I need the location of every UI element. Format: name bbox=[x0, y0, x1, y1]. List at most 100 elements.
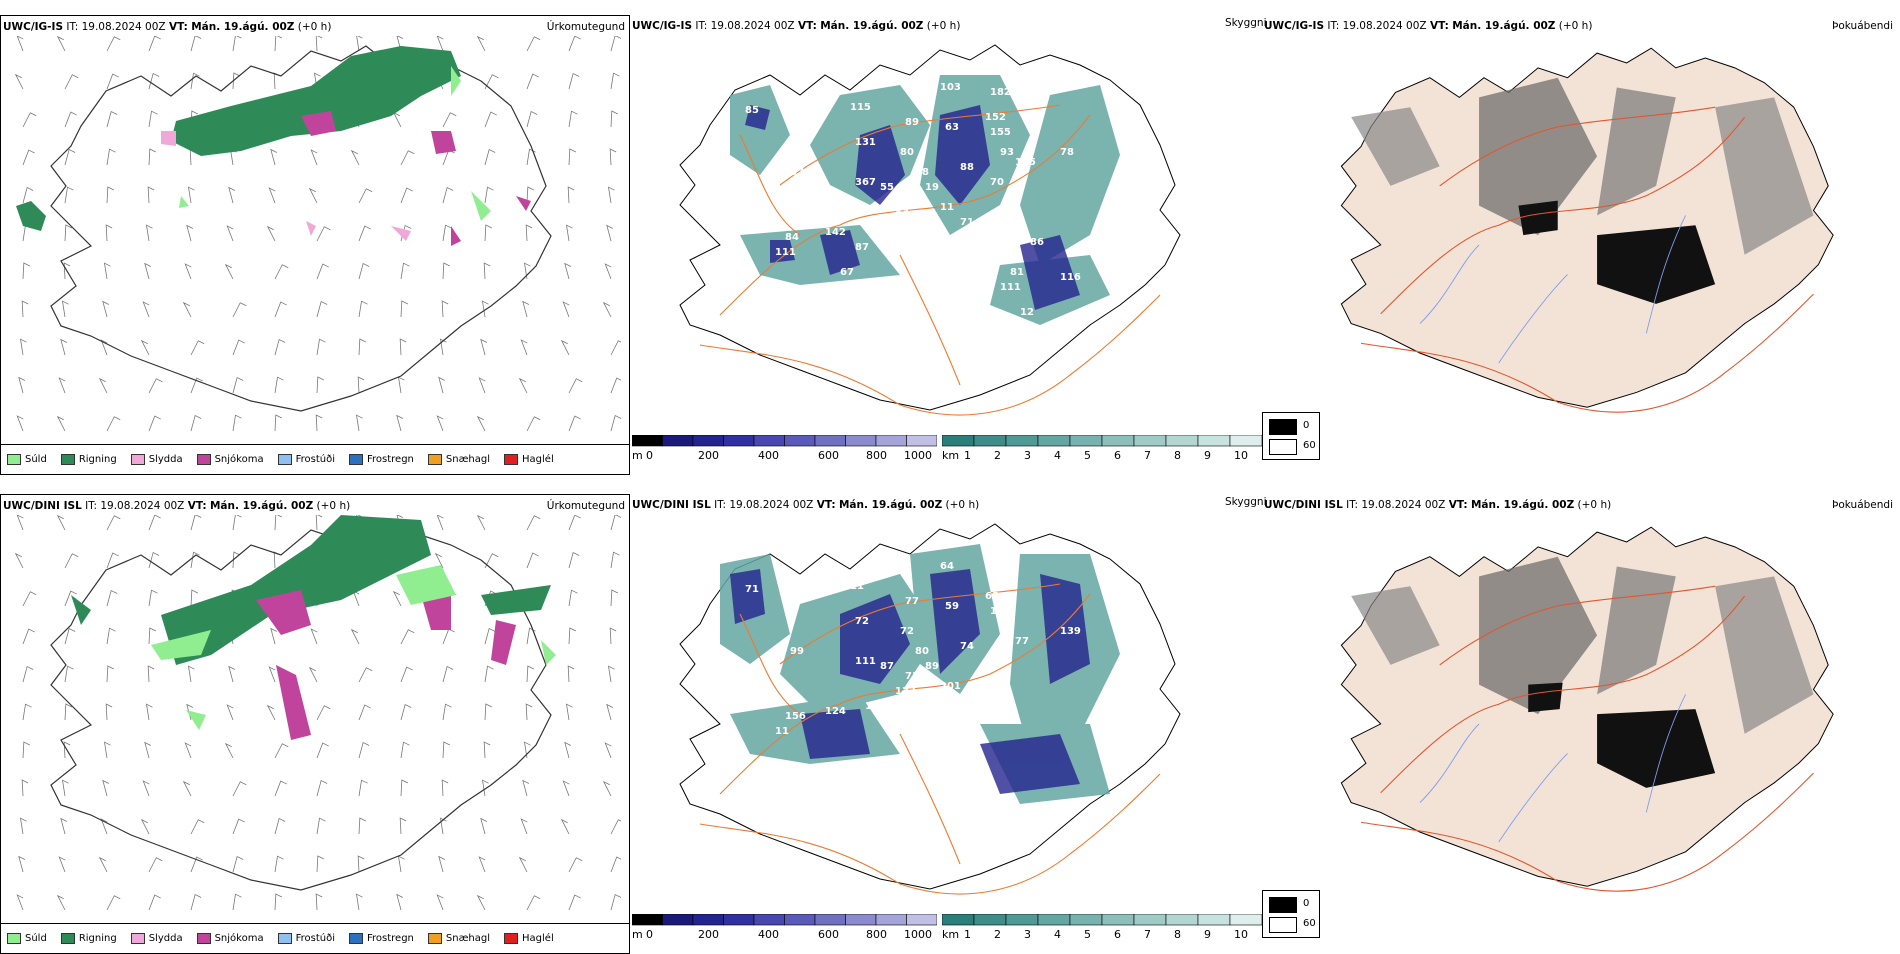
wind-barb bbox=[476, 415, 486, 432]
wind-barb bbox=[232, 893, 242, 911]
wind-barb bbox=[140, 339, 150, 356]
wind-barb bbox=[562, 780, 570, 797]
wind-barb bbox=[358, 300, 368, 318]
wind-barb bbox=[526, 148, 536, 166]
wind-barb bbox=[568, 894, 581, 911]
wind-barb bbox=[190, 589, 199, 607]
wind-barb bbox=[22, 665, 34, 683]
wind-barb bbox=[568, 378, 583, 394]
wind-barb bbox=[315, 515, 323, 531]
wind-barb bbox=[439, 817, 447, 835]
sleet-area bbox=[161, 131, 411, 241]
wind-barb bbox=[148, 627, 157, 645]
wind-barb bbox=[316, 226, 331, 242]
legend-swatch bbox=[349, 933, 363, 944]
wind-barb bbox=[266, 225, 276, 242]
vis-value-label: 84 bbox=[785, 232, 799, 243]
wind-barb bbox=[232, 72, 241, 90]
wind-barb bbox=[22, 591, 37, 607]
colorbar-cell bbox=[1069, 914, 1103, 926]
visibility-panel-row1: UWC/IG-IS IT: 19.08.2024 00Z VT: Mán. 19… bbox=[630, 15, 1267, 475]
wind-barb bbox=[105, 703, 113, 721]
wind-barb bbox=[274, 36, 283, 52]
wind-barb bbox=[308, 666, 318, 683]
wind-barb bbox=[400, 666, 413, 683]
wind-barb bbox=[610, 589, 619, 607]
wind-barb bbox=[270, 627, 278, 645]
wind-barb bbox=[61, 300, 69, 318]
fog-roads bbox=[1360, 106, 1814, 413]
wind-barb bbox=[14, 552, 24, 569]
wind-barb bbox=[523, 741, 531, 759]
cloud-base-area bbox=[745, 105, 1080, 310]
vis-value-label: 89 bbox=[905, 117, 919, 128]
wind-barb bbox=[106, 515, 121, 531]
colorbar-cell bbox=[973, 914, 1007, 926]
legend-swatch bbox=[60, 454, 75, 465]
vis-value-label: 81 bbox=[1010, 267, 1024, 278]
wind-barb bbox=[568, 857, 583, 873]
wind-barb bbox=[56, 894, 66, 911]
wind-barb bbox=[232, 414, 242, 432]
wind-barb bbox=[106, 895, 121, 911]
vis-value-label: 99 bbox=[790, 646, 804, 657]
colorbar-cell bbox=[906, 435, 937, 447]
wind-barb bbox=[610, 414, 621, 432]
colorbar-cell bbox=[784, 914, 816, 926]
wind-barb bbox=[148, 378, 163, 394]
precip-map bbox=[14, 36, 621, 432]
elevation-colorbar bbox=[632, 914, 937, 926]
road-network bbox=[699, 104, 1161, 416]
wind-barb bbox=[602, 780, 612, 797]
vis-value-label: 87 bbox=[855, 242, 869, 253]
wind-barb bbox=[144, 262, 152, 280]
wind-barb bbox=[182, 780, 192, 797]
wind-barb bbox=[106, 589, 118, 607]
vis-value-label: 156 bbox=[785, 711, 806, 722]
wind-barb bbox=[478, 856, 486, 873]
fog-roads bbox=[1360, 585, 1814, 892]
vis-value-label: 67 bbox=[790, 167, 804, 178]
wind-barb bbox=[64, 703, 73, 721]
wind-barb bbox=[484, 665, 494, 683]
wind-barb bbox=[610, 377, 621, 394]
wind-barb bbox=[610, 856, 621, 873]
wind-barb bbox=[21, 300, 29, 318]
wind-barb bbox=[22, 262, 31, 280]
wind-barb bbox=[19, 338, 27, 356]
wind-barbs bbox=[14, 515, 621, 911]
wind-barb bbox=[610, 515, 621, 531]
vis-value-label: 11 bbox=[775, 726, 789, 737]
legend-swatch bbox=[130, 454, 145, 465]
wind-barb bbox=[442, 665, 454, 683]
vis-value-label: 19 bbox=[925, 182, 939, 193]
colorbar-cell bbox=[784, 435, 816, 447]
wind-barb bbox=[480, 338, 488, 356]
wind-barb bbox=[316, 742, 329, 759]
visibility-scale: km 1 2 3 4 5 6 7 8 9 10 bbox=[942, 435, 1262, 469]
wind-barb bbox=[64, 665, 74, 683]
wind-barb bbox=[442, 628, 455, 645]
fog-panel-row1: UWC/IG-IS IT: 19.08.2024 00Z VT: Mán. 19… bbox=[1262, 15, 1893, 475]
wind-barb bbox=[232, 515, 242, 531]
legend-swatch bbox=[277, 933, 292, 944]
colorbar-cell bbox=[723, 914, 755, 926]
vis-value-label: 124 bbox=[825, 706, 846, 717]
legend-swatch bbox=[7, 933, 21, 944]
fog-header: UWC/DINI ISL IT: 19.08.2024 00Z VT: Mán.… bbox=[1264, 499, 1612, 511]
wind-barb bbox=[106, 416, 121, 432]
legend-swatch bbox=[349, 454, 363, 465]
vis-value-label: 70 bbox=[990, 177, 1004, 188]
rain-area bbox=[16, 46, 461, 231]
wind-barb bbox=[58, 377, 66, 394]
wind-barb bbox=[481, 300, 489, 318]
vis-value-label: 80 bbox=[915, 646, 929, 657]
wind-barb bbox=[607, 665, 615, 683]
colorbar-cell bbox=[662, 914, 694, 926]
wind-barb bbox=[526, 627, 536, 645]
wind-barb bbox=[604, 263, 612, 280]
wind-barb bbox=[525, 703, 533, 721]
wind-barb bbox=[106, 110, 118, 128]
